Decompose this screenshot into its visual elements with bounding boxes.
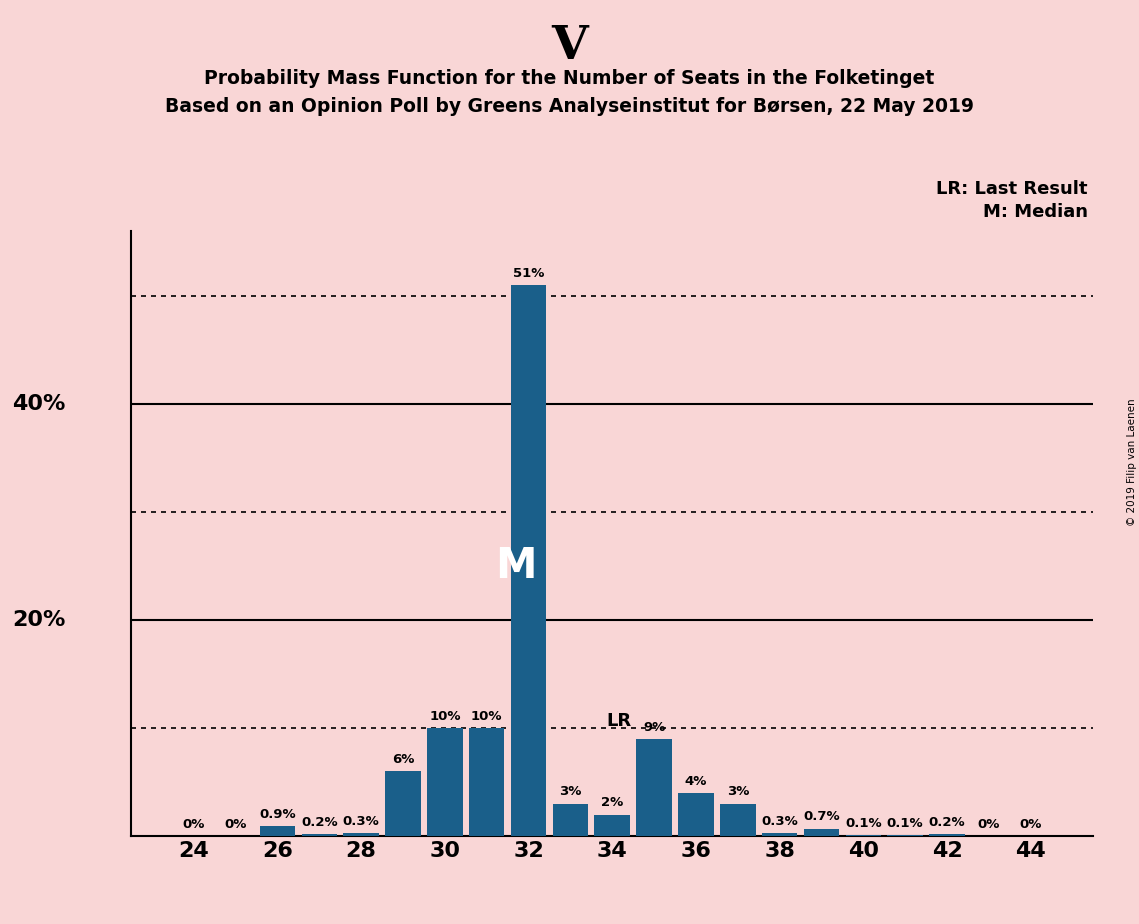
Bar: [510, 285, 547, 836]
Bar: [762, 833, 797, 836]
Text: 0.1%: 0.1%: [887, 817, 924, 830]
Bar: [845, 835, 882, 836]
Bar: [678, 793, 714, 836]
Bar: [804, 829, 839, 836]
Text: 0.2%: 0.2%: [928, 816, 965, 829]
Bar: [343, 833, 379, 836]
Text: 2%: 2%: [601, 796, 623, 809]
Text: 40%: 40%: [13, 394, 66, 414]
Text: Based on an Opinion Poll by Greens Analyseinstitut for Børsen, 22 May 2019: Based on an Opinion Poll by Greens Analy…: [165, 97, 974, 116]
Text: 0%: 0%: [1019, 818, 1042, 831]
Text: Probability Mass Function for the Number of Seats in the Folketinget: Probability Mass Function for the Number…: [204, 69, 935, 89]
Text: 9%: 9%: [642, 721, 665, 734]
Bar: [720, 804, 755, 836]
Bar: [887, 835, 923, 836]
Bar: [552, 804, 588, 836]
Bar: [427, 728, 462, 836]
Text: 0%: 0%: [182, 818, 205, 831]
Text: M: Median: M: Median: [983, 203, 1088, 221]
Bar: [260, 826, 295, 836]
Text: © 2019 Filip van Laenen: © 2019 Filip van Laenen: [1126, 398, 1137, 526]
Text: 10%: 10%: [429, 710, 460, 723]
Text: 10%: 10%: [470, 710, 502, 723]
Text: 0.7%: 0.7%: [803, 810, 839, 823]
Text: 6%: 6%: [392, 753, 415, 766]
Text: 0%: 0%: [977, 818, 1000, 831]
Text: 4%: 4%: [685, 774, 707, 787]
Text: 20%: 20%: [13, 610, 66, 630]
Text: 0.9%: 0.9%: [260, 808, 296, 821]
Bar: [385, 772, 420, 836]
Text: M: M: [495, 545, 536, 587]
Text: 0%: 0%: [224, 818, 247, 831]
Text: 51%: 51%: [513, 267, 544, 280]
Text: 3%: 3%: [727, 785, 749, 798]
Bar: [595, 815, 630, 836]
Bar: [929, 834, 965, 836]
Bar: [637, 739, 672, 836]
Bar: [302, 834, 337, 836]
Text: 3%: 3%: [559, 785, 582, 798]
Text: V: V: [551, 23, 588, 69]
Text: LR: Last Result: LR: Last Result: [936, 180, 1088, 198]
Text: 0.3%: 0.3%: [761, 815, 798, 828]
Bar: [469, 728, 505, 836]
Text: 0.2%: 0.2%: [301, 816, 337, 829]
Text: 0.3%: 0.3%: [343, 815, 379, 828]
Text: 0.1%: 0.1%: [845, 817, 882, 830]
Text: LR: LR: [606, 712, 631, 730]
